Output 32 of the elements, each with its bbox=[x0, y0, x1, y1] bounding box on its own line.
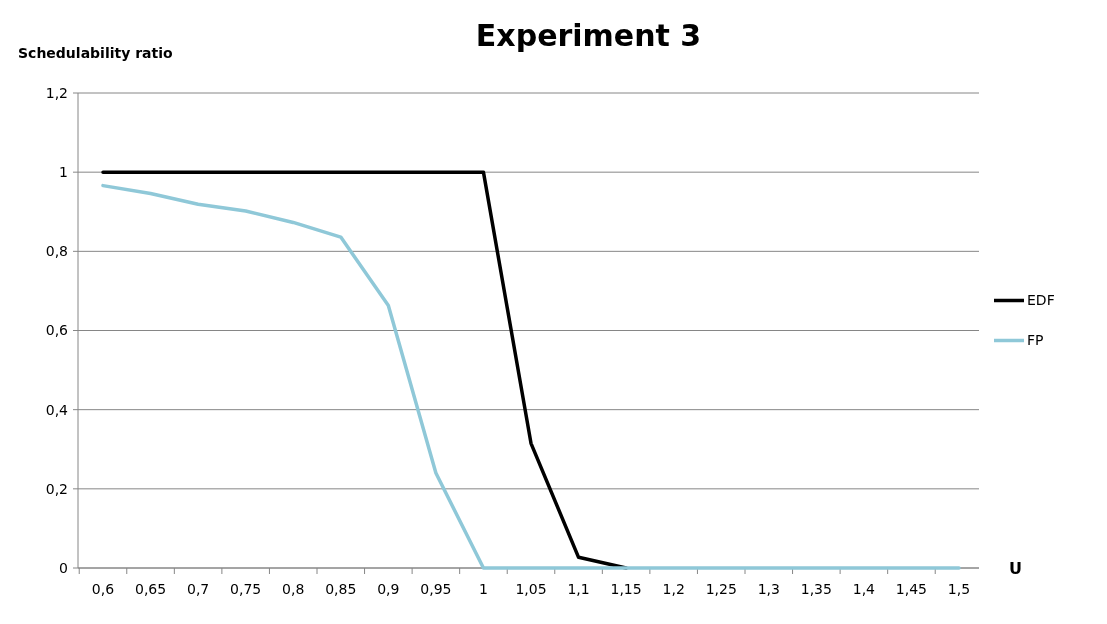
x-tick-label: 1,35 bbox=[800, 581, 832, 597]
x-tick-label: 0,75 bbox=[230, 581, 262, 597]
x-tick-label: 1,4 bbox=[852, 581, 876, 597]
x-tick-label: 0,85 bbox=[325, 581, 357, 597]
y-tick-label: 0,6 bbox=[45, 322, 69, 339]
chart-title: Experiment 3 bbox=[475, 18, 702, 53]
x-tick-label: 1,15 bbox=[610, 581, 642, 597]
x-tick-label: 1,45 bbox=[895, 581, 928, 597]
x-tick-label: 0,6 bbox=[91, 581, 115, 597]
x-tick-label: 0,7 bbox=[186, 581, 210, 597]
y-axis-title: Schedulability ratio bbox=[18, 45, 174, 61]
line-series bbox=[101, 183, 961, 570]
legend-label: EDF bbox=[1027, 292, 1055, 309]
y-tick-label: 1 bbox=[59, 164, 68, 181]
x-tick-label: 1,2 bbox=[662, 581, 685, 597]
x-tick-label: 0,65 bbox=[134, 581, 167, 597]
y-tick-label: 0 bbox=[59, 559, 68, 576]
x-tick-label: 1,25 bbox=[705, 581, 737, 597]
y-tick-label: 0,2 bbox=[45, 480, 68, 497]
x-axis-title: U bbox=[1009, 559, 1022, 578]
x-tick-label: 0,9 bbox=[377, 581, 400, 597]
x-tick-label: 1,05 bbox=[515, 581, 547, 597]
y-tick-label: 1,2 bbox=[45, 84, 68, 101]
y-tick-label: 0,8 bbox=[45, 243, 68, 260]
x-tick-label: 1,3 bbox=[757, 581, 780, 597]
legend-label: FP bbox=[1027, 332, 1044, 349]
x-tick-label: 1 bbox=[478, 581, 488, 597]
x-tick-label: 1,5 bbox=[947, 581, 971, 597]
x-tick-label: 1,1 bbox=[567, 581, 590, 597]
x-tick-label: 0,8 bbox=[282, 581, 305, 597]
y-tick-label: 0,4 bbox=[45, 401, 69, 418]
x-tick-label: 0,95 bbox=[420, 581, 452, 597]
